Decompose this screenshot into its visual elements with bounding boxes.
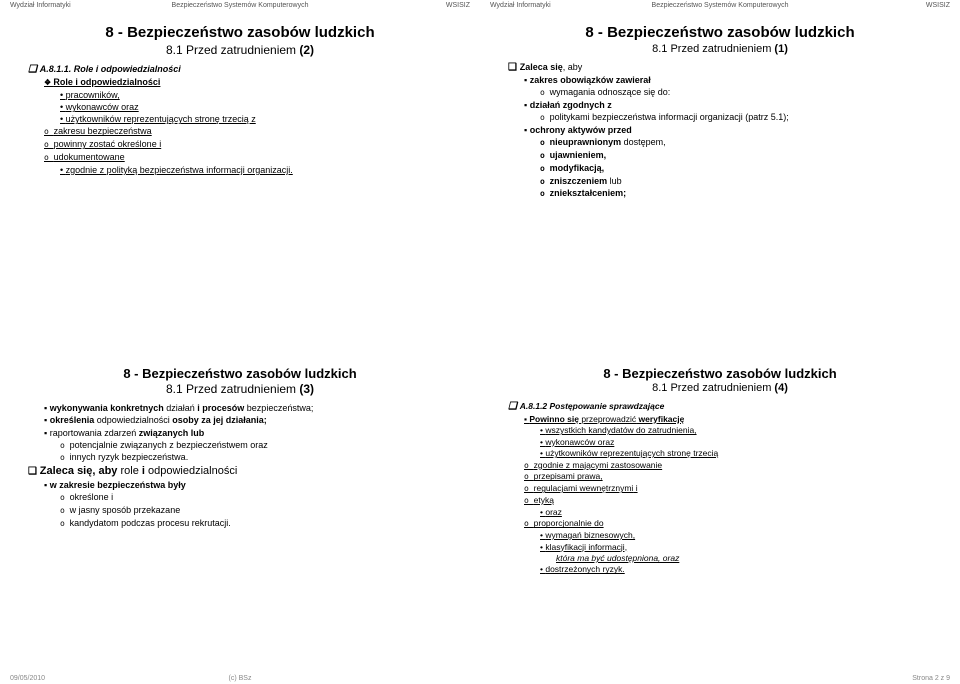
slide-subtitle: 8.1 Przed zatrudnieniem (4) <box>498 382 942 394</box>
line: Zaleca się, aby <box>508 61 942 75</box>
slide-1: Wydział Informatyki Bezpieczeństwo Syste… <box>0 0 480 342</box>
line: A.8.1.2 Postępowanie sprawdzające <box>508 400 942 414</box>
line: która ma być udostępniona, oraz <box>556 553 942 564</box>
slide-2: Wydział Informatyki Bezpieczeństwo Syste… <box>480 0 960 342</box>
footer-center: (c) BSz <box>229 675 252 682</box>
header-right: WSISIZ <box>446 2 470 9</box>
footer-right: Strona 2 z 9 <box>912 675 950 682</box>
line: pracowników, <box>60 89 462 101</box>
slide-content: A.8.1.2 Postępowanie sprawdzające Powinn… <box>498 400 942 576</box>
line: Role i odpowiedzialności <box>44 76 462 89</box>
line: działań zgodnych z <box>524 99 942 111</box>
line: innych ryzyk bezpieczeństwa. <box>60 451 462 464</box>
slide-content: wykonywania konkretnych działań i proces… <box>18 402 462 529</box>
line: raportowania zdarzeń związanych lub <box>44 427 462 439</box>
line: wymagań biznesowych, <box>540 530 942 541</box>
footer-left: 09/05/2010 <box>10 675 45 682</box>
slide-content: A.8.1.1. Role i odpowiedzialności Role i… <box>18 63 462 176</box>
line: A.8.1.1. Role i odpowiedzialności <box>28 63 462 77</box>
line: wszystkich kandydatów do zatrudnienia, <box>540 425 942 436</box>
slide-subtitle: 8.1 Przed zatrudnieniem (1) <box>498 43 942 55</box>
line: dostrzeżonych ryzyk. <box>540 564 942 575</box>
slide-title: 8 - Bezpieczeństwo zasobów ludzkich <box>498 366 942 382</box>
line: wymagania odnoszące się do: <box>540 86 942 99</box>
line: użytkowników reprezentujących stronę trz… <box>60 113 462 125</box>
line: wykonywania konkretnych działań i proces… <box>44 402 462 414</box>
header-left: Wydział Informatyki <box>490 2 551 9</box>
line: potencjalnie związanych z bezpieczeństwe… <box>60 439 462 452</box>
header-right: WSISIZ <box>926 2 950 9</box>
slide-title: 8 - Bezpieczeństwo zasobów ludzkich <box>18 366 462 382</box>
line: w jasny sposób przekazane <box>60 504 462 517</box>
line: powinny zostać określone i <box>44 138 462 151</box>
line: politykami bezpieczeństwa informacji org… <box>540 111 942 124</box>
line: proporcjonalnie do <box>524 518 942 530</box>
line: przepisami prawa, <box>524 471 942 483</box>
line: wykonawców oraz <box>540 437 942 448</box>
line: udokumentowane <box>44 151 462 164</box>
line: zakresu bezpieczeństwa <box>44 125 462 138</box>
line: wykonawców oraz <box>60 101 462 113</box>
slide-title: 8 - Bezpieczeństwo zasobów ludzkich <box>18 24 462 43</box>
slide-3: 8 - Bezpieczeństwo zasobów ludzkich 8.1 … <box>0 342 480 684</box>
slide-content: Zaleca się, aby zakres obowiązków zawier… <box>498 61 942 201</box>
line: zniekształceniem; <box>540 187 942 200</box>
line: klasyfikacji informacji, <box>540 542 942 553</box>
slide-title: 8 - Bezpieczeństwo zasobów ludzkich <box>498 24 942 43</box>
header-center: Bezpieczeństwo Systemów Komputerowych <box>652 2 789 9</box>
line: zniszczeniem lub <box>540 175 942 188</box>
line: użytkowników reprezentujących stronę trz… <box>540 448 942 459</box>
line: kandydatom podczas procesu rekrutacji. <box>60 517 462 530</box>
line: zgodnie z mającymi zastosowanie <box>524 460 942 472</box>
header-center: Bezpieczeństwo Systemów Komputerowych <box>172 2 309 9</box>
line: zakres obowiązków zawierał <box>524 74 942 86</box>
line: ochrony aktywów przed <box>524 124 942 136</box>
line: etyką <box>524 495 942 507</box>
line: ujawnieniem, <box>540 149 942 162</box>
line: określenia odpowiedzialności osoby za je… <box>44 414 462 426</box>
line: modyfikacją, <box>540 162 942 175</box>
line: zgodnie z polityką bezpieczeństwa inform… <box>60 164 462 176</box>
line: oraz <box>540 507 942 518</box>
slide-subtitle: 8.1 Przed zatrudnieniem (3) <box>18 382 462 396</box>
line: Powinno się przeprowadzić weryfikację <box>524 414 942 425</box>
line: w zakresie bezpieczeństwa były <box>44 479 462 491</box>
line: określone i <box>60 491 462 504</box>
line: nieuprawnionym dostępem, <box>540 136 942 149</box>
slide-4: 8 - Bezpieczeństwo zasobów ludzkich 8.1 … <box>480 342 960 684</box>
slide-subtitle: 8.1 Przed zatrudnieniem (2) <box>18 43 462 57</box>
line: regulacjami wewnętrznymi i <box>524 483 942 495</box>
line: Zaleca się, aby role i odpowiedzialności <box>28 464 462 479</box>
header-left: Wydział Informatyki <box>10 2 71 9</box>
